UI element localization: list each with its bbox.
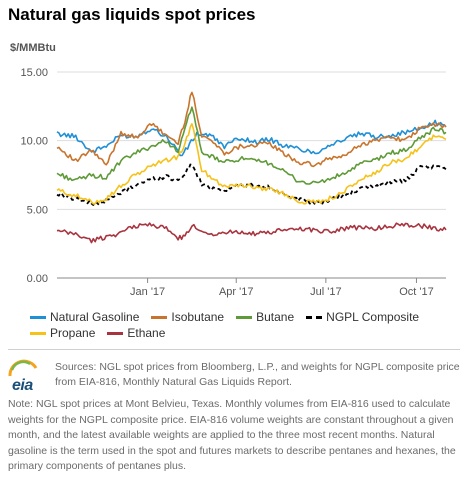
legend-label: Ethane [127, 326, 166, 340]
legend-item: Isobutane [151, 310, 224, 324]
x-tick-label: Oct '17 [399, 286, 434, 298]
eia-logo-text: eia [12, 377, 33, 394]
series-line-ethane [56, 222, 447, 244]
y-tick-label: 15.00 [20, 67, 48, 79]
legend-label: Propane [50, 326, 96, 340]
y-axis-unit-label: $/MMBtu [10, 42, 56, 54]
legend-item: Ethane [107, 326, 165, 340]
legend-swatch [306, 315, 323, 319]
legend-swatch [151, 315, 168, 319]
series-line-propane [56, 123, 447, 205]
x-tick-label: Apr '17 [219, 286, 254, 298]
note-text: Note: NGL spot prices at Mont Belvieu, T… [8, 398, 456, 472]
x-tick-label: Jul '17 [310, 286, 341, 298]
series-line-natural-gasoline [56, 119, 447, 157]
legend-row-1: Natural Gasoline Isobutane Butane NGPL Comp… [30, 309, 450, 325]
eia-logo-icon [8, 359, 38, 377]
series-line-ngpl-composite [56, 163, 447, 206]
chart-legend: Natural Gasoline Isobutane Butane NGPL Comp… [30, 309, 450, 341]
y-tick-label: 0.00 [27, 273, 48, 285]
series-line-butane [56, 106, 447, 185]
divider [8, 349, 460, 350]
legend-item: Butane [236, 310, 294, 324]
line-chart: 0.00 5.00 10.00 15.00 Jan '17 Apr '17 Jul '17 O… [20, 67, 447, 298]
chart-title: Natural gas liquids spot prices [8, 5, 256, 24]
legend-row-2: Propane Ethane [30, 325, 450, 341]
legend-swatch [107, 331, 124, 335]
series-line-isobutane [56, 91, 447, 168]
legend-label: Isobutane [171, 310, 225, 324]
legend-swatch [30, 315, 46, 319]
legend-item: NGPL Composite [306, 310, 419, 324]
legend-label: Butane [256, 310, 295, 324]
legend-item: Natural Gasoline [30, 310, 139, 324]
legend-swatch [236, 315, 253, 319]
sources-text: Sources: NGL spot prices from Bloomberg,… [55, 361, 460, 388]
y-tick-label: 10.00 [20, 136, 48, 148]
legend-item: Propane [30, 326, 95, 340]
legend-swatch [30, 331, 46, 335]
legend-label: NGPL Composite [326, 310, 420, 324]
x-tick-label: Jan '17 [130, 286, 165, 298]
legend-label: Natural Gasoline [50, 310, 140, 324]
y-tick-label: 5.00 [27, 204, 48, 216]
